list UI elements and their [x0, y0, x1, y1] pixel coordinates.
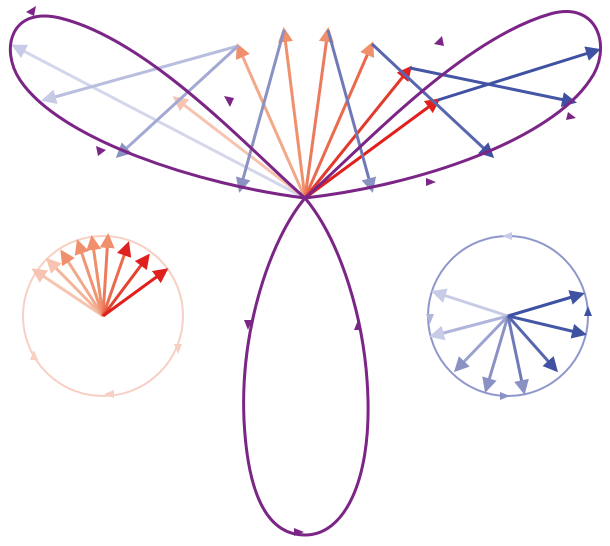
red-circle-markers [30, 344, 182, 398]
zig-blue-a [372, 44, 492, 156]
blue-circle-arrow-7 [508, 316, 584, 334]
rose-marker-2 [96, 146, 106, 156]
rose-marker-1 [26, 6, 36, 16]
rose-lobe-bottom [244, 198, 368, 535]
blue-circle-marker-3 [500, 392, 510, 400]
red-circle-arrow-3 [62, 252, 103, 316]
red-phasor-circle [23, 236, 183, 398]
blue-phasor-circle [426, 232, 592, 400]
upper-fan-blue-arrows [44, 30, 598, 190]
blue-circle-arrow-1 [434, 292, 508, 316]
rose-marker-4 [434, 36, 444, 46]
blue-circle-arrow-5 [508, 316, 524, 392]
fan-arrow-peach-left [175, 98, 305, 198]
rose-marker-3 [224, 96, 234, 107]
red-circle-arrow-1 [34, 270, 103, 316]
zig-blue-b [410, 68, 574, 102]
blue-circle-marker-1 [502, 232, 512, 240]
rose-lobe-left [10, 16, 305, 198]
blue-circle-arrow-8 [508, 294, 582, 316]
red-circle-arrow-8 [103, 256, 148, 316]
zig-blue-c [438, 50, 598, 100]
rose-marker-6 [566, 112, 576, 120]
rose-marker-5 [426, 178, 436, 186]
blue-circle-marker-4 [584, 306, 592, 316]
